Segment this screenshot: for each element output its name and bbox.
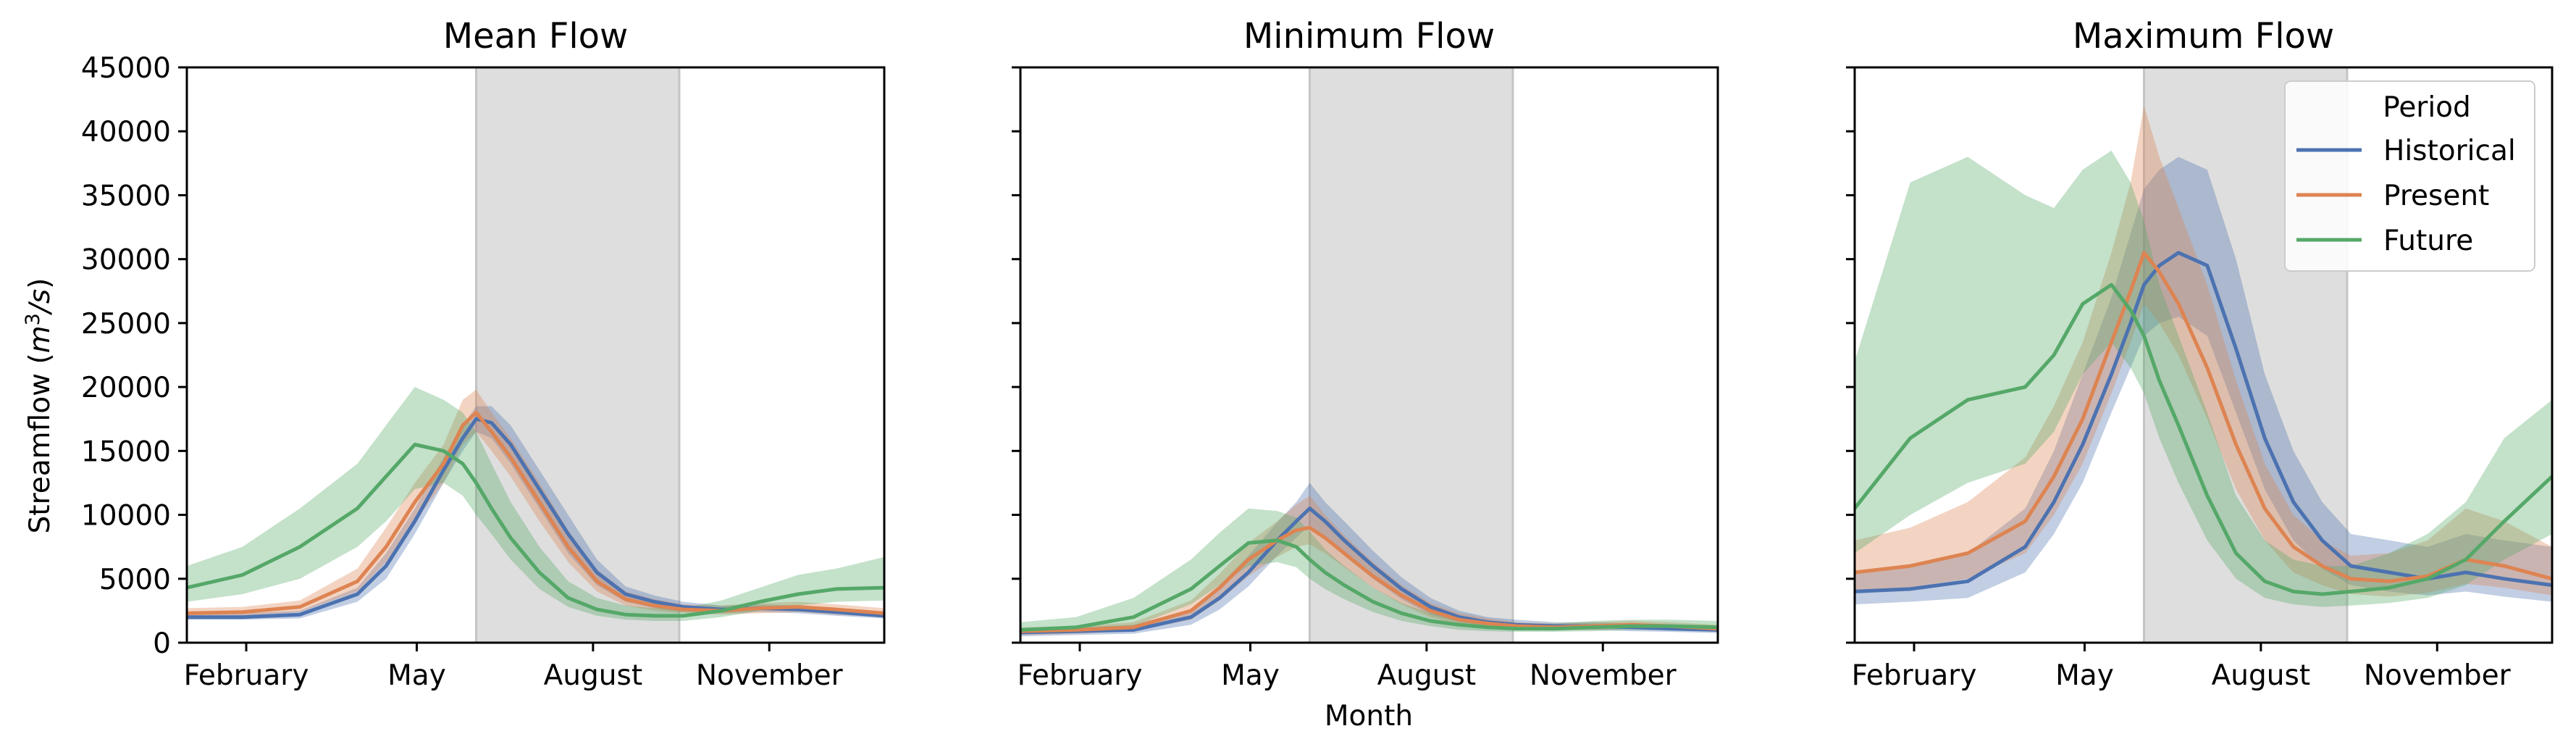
band-present	[187, 389, 884, 617]
x-tick-label: November	[696, 659, 844, 692]
x-tick-label: May	[2055, 659, 2114, 692]
chart-title: Minimum Flow	[1243, 16, 1495, 57]
band-future	[1855, 150, 2552, 607]
y-tick-label: 0	[153, 627, 171, 660]
shaded-season-region	[1309, 67, 1513, 643]
band-present	[1855, 105, 2552, 597]
x-tick-label: February	[184, 659, 309, 692]
band-future	[187, 387, 884, 621]
axes-frame	[1853, 66, 2554, 644]
y-tick-label: 20000	[81, 372, 171, 404]
line-future	[1020, 538, 1719, 632]
y-tick-label: 45000	[81, 52, 171, 85]
line-present	[1854, 251, 2553, 583]
chart-title: Maximum Flow	[2073, 16, 2334, 57]
line-present	[186, 410, 885, 615]
legend-label-historical: Historical	[2383, 135, 2516, 167]
band-historical	[1020, 483, 1718, 637]
x-tick-label: November	[1530, 659, 1677, 692]
legend: Period Historical Present Future	[2284, 80, 2535, 272]
x-tick-label: May	[387, 659, 446, 692]
legend-label-future: Future	[2383, 225, 2473, 257]
y-axis-label: Streamflow (m3/s)	[22, 278, 56, 534]
panel-minimum-flow: February May August November Minimum Flow	[1012, 16, 1719, 692]
y-tick-label: 5000	[99, 564, 171, 596]
x-tick-label: May	[1221, 659, 1280, 692]
line-future	[186, 443, 885, 618]
x-tick-label: August	[2212, 659, 2310, 692]
line-future	[1853, 283, 2554, 596]
y-tick-label: 10000	[81, 500, 171, 533]
x-tick-label: August	[544, 659, 642, 692]
line-historical	[1854, 251, 2553, 593]
y-tick-label: 15000	[81, 435, 171, 468]
legend-title: Period	[2383, 91, 2471, 124]
axes-frame	[1019, 66, 1719, 644]
y-tick-label: 40000	[81, 116, 171, 149]
x-axis-label: Month	[1325, 700, 1413, 733]
band-historical	[1855, 157, 2552, 605]
y-tick-label: 30000	[81, 244, 171, 277]
band-future	[1020, 508, 1718, 634]
x-tick-label: November	[2364, 659, 2512, 692]
band-present	[1020, 496, 1718, 635]
panel-mean-flow: 0 5000 10000 15000 20000 25000 30000 35000 40000…	[81, 16, 886, 692]
legend-frame	[2284, 80, 2535, 272]
y-tick-label: 25000	[81, 308, 171, 341]
x-tick-label: February	[1018, 659, 1143, 692]
chart-title: Mean Flow	[443, 16, 629, 57]
y-tick-label: 35000	[81, 180, 171, 212]
x-tick-label: February	[1852, 659, 1977, 692]
legend-label-present: Present	[2383, 180, 2489, 212]
axes-frame	[185, 66, 886, 644]
x-tick-label: August	[1377, 659, 1476, 692]
